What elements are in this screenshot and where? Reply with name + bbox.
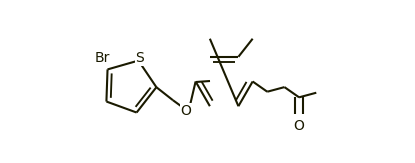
Text: O: O: [294, 119, 305, 133]
Text: Br: Br: [95, 51, 110, 65]
Text: S: S: [135, 51, 144, 65]
Text: O: O: [181, 104, 192, 118]
